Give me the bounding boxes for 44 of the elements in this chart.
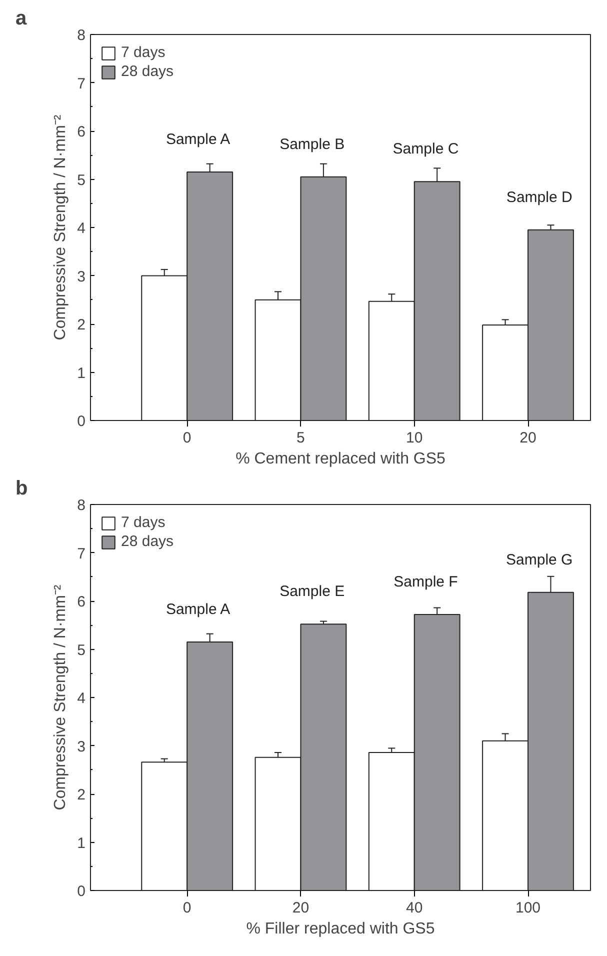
x-tick-label: 40 bbox=[406, 900, 423, 916]
y-tick-label: 0 bbox=[77, 413, 86, 430]
y-tick-label: 3 bbox=[77, 738, 86, 756]
x-tick-label: 20 bbox=[520, 430, 536, 446]
x-axis-title: % Filler replaced with GS5 bbox=[246, 920, 435, 938]
y-tick-label: 5 bbox=[77, 642, 86, 659]
y-tick-label: 6 bbox=[77, 124, 86, 140]
y-tick-label: 7 bbox=[77, 545, 86, 562]
x-tick-label: 100 bbox=[515, 900, 541, 916]
chart-title: a bbox=[16, 8, 28, 30]
y-tick-label: 0 bbox=[77, 883, 86, 900]
annotation: Sample G bbox=[506, 551, 573, 568]
annotation: Sample A bbox=[166, 601, 230, 618]
y-tick-label: 4 bbox=[77, 220, 86, 237]
annotation: Sample E bbox=[280, 583, 345, 600]
y-tick-label: 2 bbox=[77, 316, 86, 334]
y-tick-label: 5 bbox=[77, 172, 86, 189]
y-tick-label: 8 bbox=[77, 27, 86, 44]
x-tick-label: 5 bbox=[296, 430, 305, 446]
y-axis-title: Compressive Strength / N·mm⁻² bbox=[52, 114, 70, 340]
x-tick-label: 10 bbox=[406, 430, 423, 446]
legend-label: 7 days bbox=[121, 44, 166, 61]
x-tick-label: 0 bbox=[182, 900, 192, 916]
y-tick-label: 2 bbox=[77, 786, 86, 804]
annotation: Sample D bbox=[506, 188, 572, 206]
annotation: Sample A bbox=[166, 131, 230, 148]
y-axis-title: Compressive Strength / N·mm⁻² bbox=[52, 584, 70, 810]
y-tick-label: 1 bbox=[77, 364, 86, 382]
y-tick-label: 1 bbox=[77, 834, 86, 852]
legend-label: 7 days bbox=[121, 514, 166, 531]
annotation: Sample C bbox=[392, 140, 459, 158]
x-tick-label: 0 bbox=[182, 430, 192, 446]
y-tick-label: 7 bbox=[77, 75, 86, 92]
y-tick-label: 8 bbox=[77, 497, 86, 514]
x-axis-title: % Cement replaced with GS5 bbox=[236, 450, 446, 468]
y-tick-label: 4 bbox=[77, 690, 86, 707]
annotation: Sample F bbox=[394, 574, 458, 591]
x-tick-label: 20 bbox=[292, 900, 310, 916]
chart-title: b bbox=[16, 478, 28, 500]
y-tick-label: 3 bbox=[77, 268, 86, 286]
annotation: Sample B bbox=[280, 136, 345, 153]
legend-label: 28 days bbox=[121, 63, 174, 80]
y-tick-label: 6 bbox=[77, 594, 86, 610]
legend-label: 28 days bbox=[121, 533, 174, 550]
